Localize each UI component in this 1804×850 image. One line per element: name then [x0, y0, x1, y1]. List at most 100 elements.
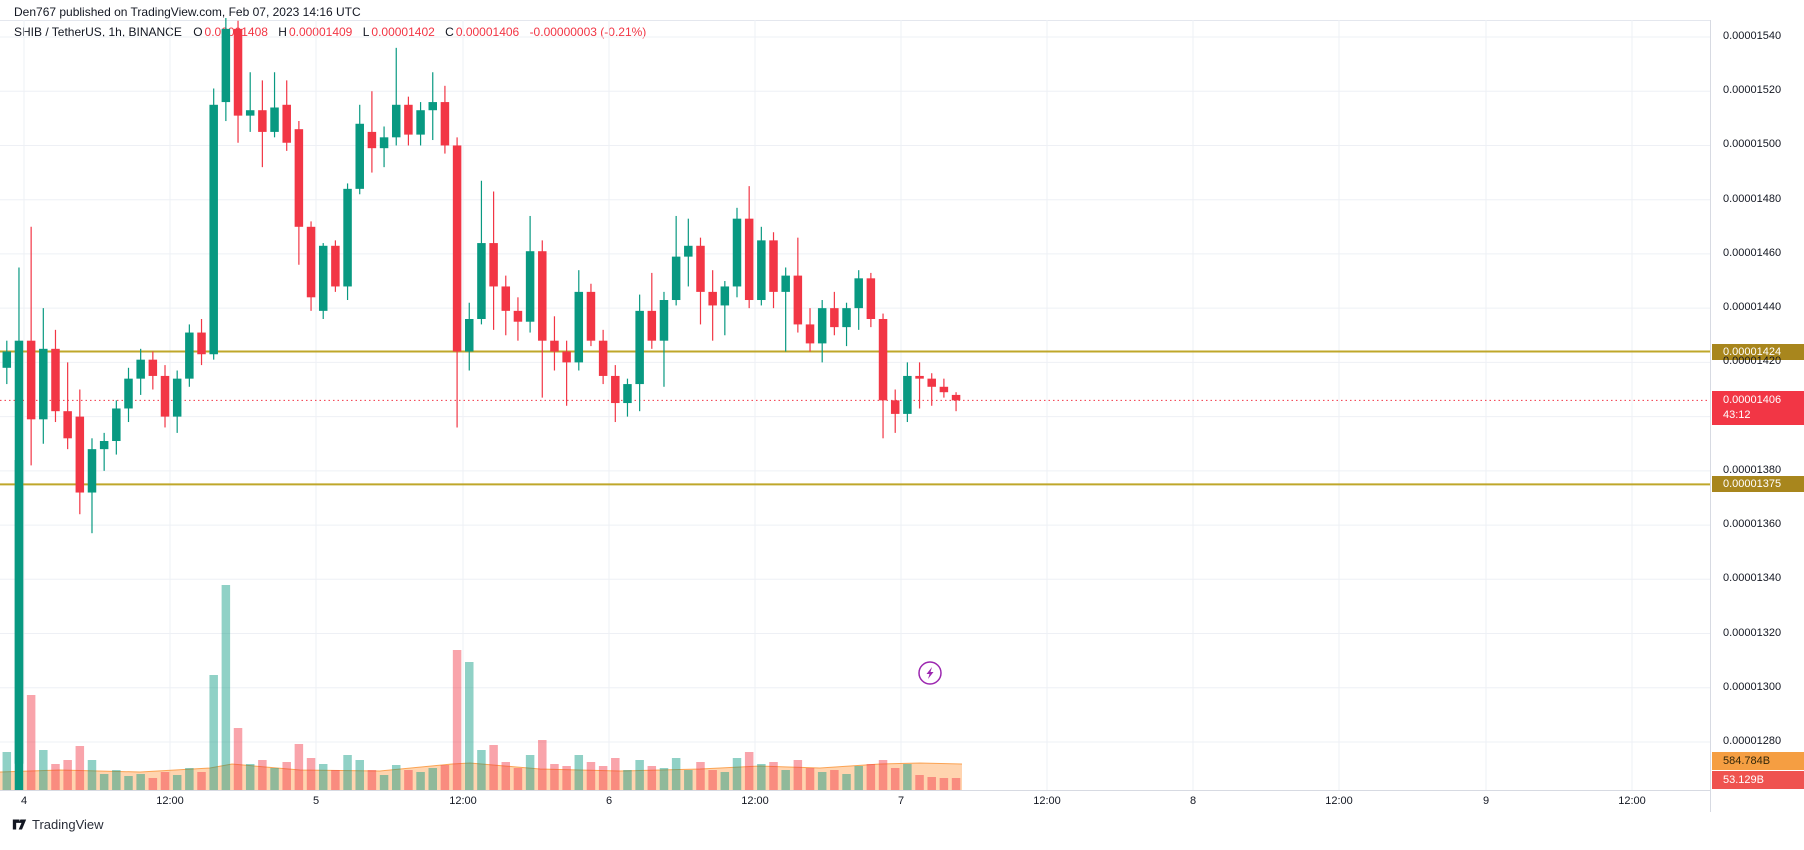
- volume-bar: [903, 764, 912, 790]
- price-axis[interactable]: 0.00001424 0.00001375 0.00001406 43:12 5…: [1710, 20, 1804, 812]
- volume-bar: [245, 764, 255, 790]
- candle-up: [14, 340, 24, 764]
- candle-up: [635, 310, 644, 385]
- candle-up: [428, 102, 437, 111]
- volume-bar: [258, 760, 267, 790]
- volume-bar: [294, 744, 304, 790]
- candle-down: [501, 286, 511, 311]
- volume-bar: [647, 766, 657, 790]
- high-value: 0.00001409: [288, 25, 353, 39]
- volume-bar: [440, 765, 450, 790]
- candle-up: [172, 378, 182, 417]
- candle-down: [331, 245, 340, 287]
- volume-bar: [75, 746, 85, 790]
- candle-up: [817, 308, 827, 344]
- volume-bar: [744, 752, 754, 790]
- volume-bar: [282, 762, 291, 790]
- price-axis-label: 0.00001380: [1723, 463, 1782, 476]
- candle-up: [781, 275, 790, 292]
- lightning-icon: [926, 667, 934, 679]
- price-axis-label: 0.00001540: [1723, 30, 1782, 42]
- volume-bar: [416, 772, 425, 790]
- volume-bar: [793, 760, 803, 790]
- volume-bar: [538, 740, 547, 790]
- candle-down: [294, 129, 304, 227]
- candle-up: [903, 375, 912, 414]
- volume-bar: [355, 760, 364, 790]
- candle-up: [87, 449, 97, 493]
- candle-down: [452, 145, 462, 352]
- candle-up: [757, 240, 766, 301]
- price-axis-label: 0.00001520: [1723, 84, 1782, 97]
- candle-down: [927, 378, 936, 387]
- bar-countdown: 43:12: [1723, 409, 1751, 422]
- time-axis-day-label: 7: [897, 795, 905, 807]
- volume-bar: [781, 770, 790, 790]
- tradingview-logo-icon: [12, 819, 27, 830]
- volume-bar: [635, 760, 644, 790]
- candle-down: [866, 278, 876, 319]
- volume-bar: [87, 760, 97, 790]
- candle-down: [611, 375, 620, 404]
- candle-down: [878, 318, 888, 401]
- time-axis-day-label: 6: [605, 795, 613, 807]
- candle-up: [185, 332, 194, 379]
- candle-up: [671, 256, 681, 301]
- volume-bar: [2, 752, 12, 790]
- symbol-ohlc-row: SHIB / TetherUS, 1h, BINANCE O0.00001408…: [14, 25, 648, 39]
- candle-up: [124, 378, 133, 409]
- candle-up: [623, 384, 632, 404]
- price-axis-label: 0.00001320: [1723, 626, 1782, 639]
- volume-bar: [148, 778, 158, 790]
- candle-down: [367, 131, 377, 149]
- volume-bar: [562, 766, 571, 790]
- volume-bar: [842, 774, 851, 790]
- volume-bar: [939, 778, 949, 790]
- volume-bar: [866, 764, 876, 790]
- volume-bar: [817, 772, 827, 790]
- volume-bar: [477, 750, 486, 790]
- time-axis-day-label: 5: [312, 795, 320, 807]
- tradingview-logo[interactable]: TradingView: [12, 817, 104, 832]
- volume-bar: [623, 770, 632, 790]
- time-axis-hour-label: 12:00: [1325, 795, 1353, 807]
- volume-bar: [379, 775, 389, 790]
- candle-down: [75, 416, 85, 493]
- volume-bar: [890, 768, 900, 790]
- candle-down: [744, 218, 754, 301]
- price-axis-label: 0.00001360: [1723, 518, 1782, 531]
- volume-bar: [574, 755, 584, 790]
- volume-bar: [611, 758, 620, 790]
- candle-down: [26, 340, 36, 420]
- price-axis-label: 0.00001280: [1723, 734, 1782, 747]
- volume-bar: [696, 762, 705, 790]
- candle-down: [404, 104, 413, 135]
- volume-bar: [525, 755, 535, 790]
- price-level-badge-upper: 0.00001424: [1712, 343, 1804, 360]
- volume-bar: [501, 762, 511, 790]
- lightning-marker[interactable]: [918, 661, 942, 685]
- candle-up: [221, 28, 231, 103]
- candle-down: [951, 394, 961, 401]
- current-price-badge: 0.00001406 43:12: [1712, 391, 1804, 426]
- volume-ma-line: [0, 762, 963, 773]
- volume-bar: [684, 770, 693, 790]
- price-axis-label: 0.00001300: [1723, 680, 1782, 693]
- volume-bar: [757, 764, 766, 790]
- volume-bar: [99, 774, 109, 790]
- volume-bar: [343, 755, 352, 790]
- candle-down: [513, 310, 523, 322]
- volume-bar: [452, 650, 462, 790]
- volume-ma-area: [0, 763, 962, 790]
- volume-bar: [112, 770, 121, 790]
- volume-bar: [805, 768, 815, 790]
- time-axis-day-label: 4: [20, 795, 28, 807]
- time-axis[interactable]: 4 12:00 5 12:00 6 12:00 7 12:00 8 12:00 9 12:00: [0, 790, 1710, 813]
- chart-canvas[interactable]: [0, 0, 1710, 812]
- candle-up: [136, 359, 145, 379]
- volume-bar: [830, 770, 839, 790]
- candle-up: [2, 351, 12, 368]
- price-axis-label: 0.00001420: [1723, 355, 1782, 368]
- current-price-value: 0.00001406: [1723, 394, 1782, 407]
